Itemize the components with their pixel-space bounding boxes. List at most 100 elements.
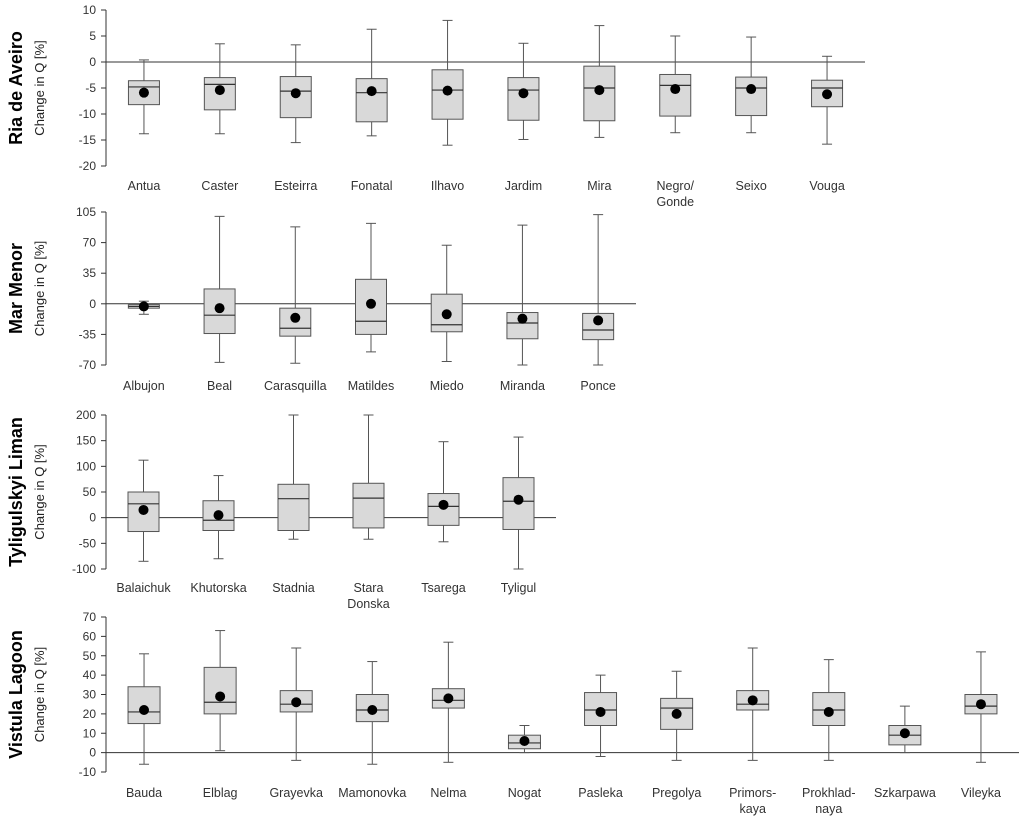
mean-marker <box>139 705 150 715</box>
y-tick-label: 100 <box>76 459 96 473</box>
region-label: Tyligulskyi Liman <box>6 417 26 567</box>
y-tick-label: 105 <box>76 205 96 219</box>
box <box>202 500 235 531</box>
mean-marker <box>366 86 377 97</box>
category-label: Caster <box>201 179 238 193</box>
mean-marker <box>443 693 454 704</box>
mean-marker <box>823 706 834 717</box>
box <box>735 76 768 117</box>
category-label: Esteirra <box>274 179 317 193</box>
category-label: kaya <box>740 802 766 816</box>
y-tick-label: 70 <box>83 610 97 624</box>
mean-marker <box>593 315 604 326</box>
category-label: Ilhavo <box>431 179 464 193</box>
category-label: Szkarpawa <box>874 786 936 800</box>
y-tick-label: 0 <box>89 55 96 69</box>
panel-2: 200 150 100 50 0 -50 -100 Change in Q [%] Tyligu… <box>6 408 556 611</box>
category-label: Carasquilla <box>264 379 327 393</box>
panel-1: 105 70 35 0 -35 -70 Change in Q [%] Mar Menor Al… <box>6 205 636 393</box>
category-label: Donska <box>347 597 389 611</box>
y-tick-label: 40 <box>83 668 97 682</box>
box <box>659 73 692 117</box>
category-label: Prokhlad- <box>802 786 856 800</box>
mean-marker <box>215 691 226 702</box>
category-label: Stara <box>354 581 384 595</box>
region-label: Vistula Lagoon <box>6 630 26 759</box>
category-label: Khutorska <box>190 581 246 595</box>
category-label: Bauda <box>126 786 162 800</box>
y-tick-label: -70 <box>79 358 97 372</box>
category-label: Vileyka <box>961 786 1001 800</box>
y-tick-label: 30 <box>83 688 97 702</box>
category-label: Beal <box>207 379 232 393</box>
category-label: Mira <box>587 179 611 193</box>
box <box>507 77 540 121</box>
mean-marker <box>291 697 302 708</box>
mean-marker <box>746 84 757 95</box>
category-label: Grayevka <box>269 786 323 800</box>
category-label: Matildes <box>348 379 395 393</box>
y-tick-label: 70 <box>83 236 97 250</box>
mean-marker <box>214 85 225 96</box>
category-label: Antua <box>128 179 161 193</box>
y-axis-label: Change in Q [%] <box>32 647 47 742</box>
mean-marker <box>442 85 453 96</box>
mean-marker <box>290 312 301 323</box>
category-label: Mamonovka <box>338 786 406 800</box>
category-label: Fonatal <box>351 179 393 193</box>
y-tick-label: 0 <box>89 511 96 525</box>
category-label: Balaichuk <box>116 581 171 595</box>
y-axis-label: Change in Q [%] <box>32 40 47 135</box>
box <box>127 686 161 725</box>
category-label: Pregolya <box>652 786 701 800</box>
category-label: Tyligul <box>501 581 536 595</box>
mean-marker <box>594 85 605 96</box>
category-label: Stadnia <box>272 581 314 595</box>
mean-marker <box>290 88 301 99</box>
category-label: Pasleka <box>578 786 623 800</box>
mean-marker <box>213 510 224 521</box>
y-tick-label: -10 <box>79 765 97 779</box>
mean-marker <box>822 89 833 100</box>
category-label: naya <box>815 802 842 816</box>
y-tick-label: 10 <box>83 3 97 17</box>
y-tick-label: 50 <box>83 485 97 499</box>
panel-0: 10 5 0 -5 -10 -15 -20 Change in Q [%] Ria de Ave… <box>6 3 865 209</box>
mean-marker <box>671 708 682 719</box>
box <box>355 78 388 123</box>
mean-marker <box>899 728 910 739</box>
region-label: Ria de Aveiro <box>6 31 26 145</box>
mean-marker <box>975 699 986 710</box>
category-label: Jardim <box>505 179 543 193</box>
y-tick-label: -10 <box>79 107 97 121</box>
category-label: Nogat <box>508 786 542 800</box>
box <box>203 666 237 715</box>
category-label: Negro/ <box>656 179 694 193</box>
y-tick-label: -50 <box>79 536 97 550</box>
mean-marker <box>747 695 758 706</box>
y-tick-label: -100 <box>72 562 96 576</box>
mean-marker <box>595 706 606 717</box>
region-label: Mar Menor <box>6 243 26 334</box>
y-tick-label: 35 <box>83 266 97 280</box>
category-label: Miranda <box>500 379 545 393</box>
y-tick-label: 20 <box>83 707 97 721</box>
box <box>352 482 385 529</box>
mean-marker <box>138 87 149 98</box>
y-tick-label: 0 <box>89 746 96 760</box>
mean-marker <box>438 499 449 510</box>
y-tick-label: -5 <box>85 81 96 95</box>
mean-marker <box>138 504 149 515</box>
mean-marker <box>670 84 681 95</box>
mean-marker <box>517 313 528 324</box>
y-tick-label: 5 <box>89 29 96 43</box>
category-label: Miedo <box>430 379 464 393</box>
mean-marker <box>441 309 452 320</box>
mean-marker <box>214 303 225 314</box>
mean-marker <box>518 88 529 99</box>
y-tick-label: 200 <box>76 408 96 422</box>
mean-marker <box>519 736 530 746</box>
y-axis-label: Change in Q [%] <box>32 241 47 336</box>
category-label: Gonde <box>656 195 694 209</box>
